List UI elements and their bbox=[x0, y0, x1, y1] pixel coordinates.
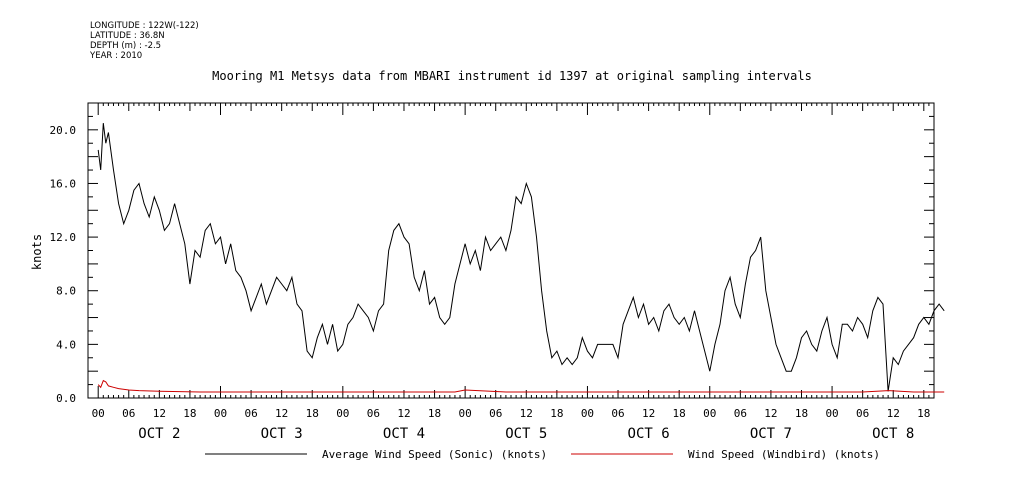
metadata-depth: DEPTH (m) : -2.5 bbox=[90, 41, 162, 51]
x-day-label: OCT 2 bbox=[138, 426, 180, 442]
x-tick-label: 00 bbox=[459, 407, 472, 420]
x-tick-label: 06 bbox=[244, 407, 257, 420]
x-tick-label: 06 bbox=[367, 407, 380, 420]
x-tick-label: 18 bbox=[306, 407, 319, 420]
x-day-label: OCT 7 bbox=[750, 426, 792, 442]
x-tick-label: 00 bbox=[825, 407, 838, 420]
metadata-latitude: LATITUDE : 36.8N bbox=[90, 31, 165, 41]
x-tick-label: 18 bbox=[550, 407, 563, 420]
y-tick-label: 12.0 bbox=[50, 231, 77, 244]
x-tick-label: 12 bbox=[153, 407, 166, 420]
x-tick-label: 12 bbox=[275, 407, 288, 420]
x-tick-label: 00 bbox=[581, 407, 594, 420]
series-line-windbird bbox=[97, 379, 945, 393]
x-tick-label: 18 bbox=[183, 407, 196, 420]
axes: 0.0 4.0 8.0 12.0 16.0 20.0 00 06 12 18 00 06 12 18 00 0… bbox=[50, 102, 935, 442]
series-layer bbox=[97, 123, 945, 393]
y-tick-label: 8.0 bbox=[56, 285, 76, 298]
metadata-year: YEAR : 2010 bbox=[90, 51, 143, 61]
x-day-label: OCT 3 bbox=[261, 426, 303, 442]
x-tick-label: 06 bbox=[122, 407, 135, 420]
y-tick-label: 4.0 bbox=[56, 338, 76, 351]
x-tick-label: 12 bbox=[642, 407, 655, 420]
x-tick-label: 06 bbox=[734, 407, 747, 420]
x-tick-label: 00 bbox=[92, 407, 105, 420]
x-tick-label: 18 bbox=[428, 407, 441, 420]
x-tick-label: 06 bbox=[489, 407, 502, 420]
metadata-longitude: LONGITUDE : 122W(-122) bbox=[90, 21, 199, 31]
x-tick-label: 06 bbox=[856, 407, 869, 420]
x-day-label: OCT 6 bbox=[628, 426, 670, 442]
x-tick-label: 12 bbox=[764, 407, 777, 420]
x-tick-label: 12 bbox=[520, 407, 533, 420]
x-tick-label: 12 bbox=[397, 407, 410, 420]
x-day-label: OCT 4 bbox=[383, 426, 425, 442]
metadata-block: LONGITUDE : 122W(-122) LATITUDE : 36.8N … bbox=[90, 21, 199, 61]
x-tick-label: 00 bbox=[703, 407, 716, 420]
chart-title: Mooring M1 Metsys data from MBARI instru… bbox=[212, 69, 812, 83]
x-tick-label: 12 bbox=[887, 407, 900, 420]
x-tick-label: 00 bbox=[336, 407, 349, 420]
y-tick-label: 16.0 bbox=[50, 177, 77, 190]
y-tick-label: 0.0 bbox=[56, 392, 76, 405]
x-tick-label: 18 bbox=[673, 407, 686, 420]
plot-frame bbox=[87, 102, 935, 399]
series-line-sonic bbox=[97, 123, 945, 392]
x-day-label: OCT 5 bbox=[505, 426, 547, 442]
y-tick-label: 20.0 bbox=[50, 124, 77, 137]
x-tick-label: 00 bbox=[214, 407, 227, 420]
x-day-label: OCT 8 bbox=[872, 426, 914, 442]
x-tick-label: 18 bbox=[917, 407, 930, 420]
x-tick-label: 18 bbox=[795, 407, 808, 420]
x-tick-label: 06 bbox=[611, 407, 624, 420]
y-axis-label: knots bbox=[30, 234, 44, 270]
legend-label-sonic: Average Wind Speed (Sonic) (knots) bbox=[322, 448, 547, 461]
legend-label-windbird: Wind Speed (Windbird) (knots) bbox=[688, 448, 880, 461]
legend: Average Wind Speed (Sonic) (knots) Wind S… bbox=[205, 448, 880, 461]
